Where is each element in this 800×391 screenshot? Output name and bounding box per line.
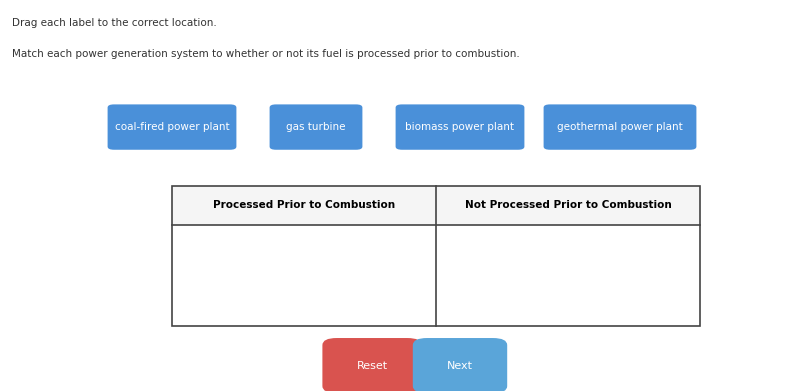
FancyBboxPatch shape: [322, 338, 422, 391]
Text: Processed Prior to Combustion: Processed Prior to Combustion: [213, 200, 395, 210]
Text: Next: Next: [447, 361, 473, 371]
FancyBboxPatch shape: [172, 225, 700, 326]
Text: Reset: Reset: [357, 361, 387, 371]
FancyBboxPatch shape: [413, 338, 507, 391]
Text: Match each power generation system to whether or not its fuel is processed prior: Match each power generation system to wh…: [12, 49, 520, 59]
FancyBboxPatch shape: [395, 104, 525, 150]
Text: geothermal power plant: geothermal power plant: [557, 122, 683, 132]
FancyBboxPatch shape: [270, 104, 362, 150]
Text: Drag each label to the correct location.: Drag each label to the correct location.: [12, 18, 217, 28]
FancyBboxPatch shape: [544, 104, 697, 150]
FancyBboxPatch shape: [107, 104, 237, 150]
FancyBboxPatch shape: [436, 186, 700, 225]
FancyBboxPatch shape: [172, 186, 436, 225]
Text: biomass power plant: biomass power plant: [406, 122, 514, 132]
Text: coal-fired power plant: coal-fired power plant: [114, 122, 230, 132]
Text: gas turbine: gas turbine: [286, 122, 346, 132]
Text: Not Processed Prior to Combustion: Not Processed Prior to Combustion: [465, 200, 671, 210]
